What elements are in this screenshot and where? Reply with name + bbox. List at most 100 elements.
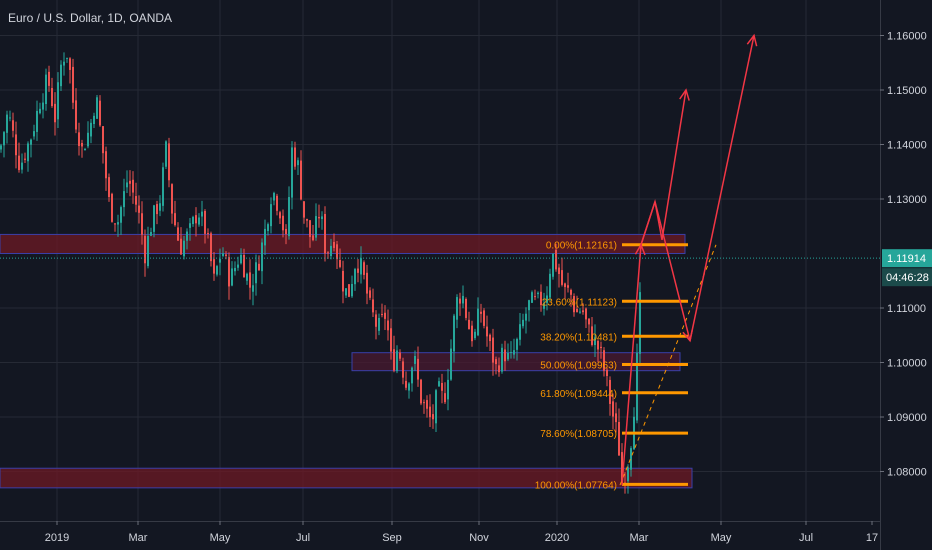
candle-body xyxy=(546,295,548,303)
candle-body xyxy=(393,349,395,371)
candle-body xyxy=(573,296,575,313)
arrow-line xyxy=(621,244,642,486)
candle-body xyxy=(162,167,164,206)
candle-body xyxy=(210,233,212,262)
candle-body xyxy=(96,97,98,119)
candle-body xyxy=(42,102,44,110)
candle-body xyxy=(159,203,161,211)
candle-body xyxy=(522,319,524,327)
y-tick-label: 1.14000 xyxy=(887,140,927,152)
candle-body xyxy=(498,365,500,373)
candle-body xyxy=(246,273,248,281)
candle-body xyxy=(603,350,605,371)
candle-body xyxy=(567,285,569,288)
candle-body xyxy=(336,244,338,260)
candle-body xyxy=(468,319,470,330)
candle-body xyxy=(84,148,86,151)
candle-body xyxy=(408,383,410,391)
candle-body xyxy=(486,326,488,337)
candle-body xyxy=(327,252,329,254)
candle-body xyxy=(576,308,578,313)
candle-body xyxy=(21,162,23,170)
candle-body xyxy=(177,227,179,241)
candle-body xyxy=(426,400,428,409)
candle-body xyxy=(516,338,518,350)
candle-body xyxy=(48,71,50,86)
candle-body xyxy=(339,260,341,267)
candle-body xyxy=(510,352,512,354)
candle-body xyxy=(579,311,581,313)
x-tick-label: Sep xyxy=(382,532,402,544)
candle-body xyxy=(135,196,137,205)
y-tick-label: 1.08000 xyxy=(887,467,927,479)
candle-body xyxy=(141,213,143,235)
candle-body xyxy=(471,325,473,342)
candle-body xyxy=(231,268,233,286)
candle-body xyxy=(30,139,32,145)
countdown-label: 04:46:28 xyxy=(886,272,929,284)
candle-body xyxy=(138,205,140,213)
candle-body xyxy=(228,257,230,287)
candle-body xyxy=(630,448,632,470)
candle-body xyxy=(111,193,113,222)
candle-body xyxy=(225,254,227,256)
candle-body xyxy=(441,382,443,391)
candle-body xyxy=(264,228,266,246)
candle-body xyxy=(303,201,305,218)
candle-body xyxy=(123,191,125,208)
arrow-head xyxy=(679,88,690,101)
candle-body xyxy=(60,64,62,87)
candle-body xyxy=(54,103,56,123)
candle-body xyxy=(324,214,326,254)
candle-body xyxy=(390,328,392,352)
candle-body xyxy=(537,292,539,295)
candle-body xyxy=(627,467,629,482)
candle-body xyxy=(555,249,557,270)
last-price-badge xyxy=(882,249,932,268)
grid xyxy=(0,0,880,521)
candle-body xyxy=(489,334,491,342)
x-tick-label: 17 xyxy=(866,532,878,544)
candle-body xyxy=(417,358,419,380)
x-tick-label: Mar xyxy=(630,532,649,544)
y-tick-label: 1.09000 xyxy=(887,412,927,424)
candle-body xyxy=(15,134,17,156)
candle-body xyxy=(612,401,614,417)
candle-body xyxy=(87,132,89,147)
candle-body xyxy=(6,114,8,133)
candle-body xyxy=(219,258,221,263)
candle-body xyxy=(348,284,350,297)
candle-body xyxy=(492,337,494,363)
candle-body xyxy=(288,197,290,237)
candle-body xyxy=(216,266,218,275)
candle-body xyxy=(378,317,380,331)
candle-body xyxy=(501,347,503,372)
candle-body xyxy=(75,100,77,130)
candle-body xyxy=(114,223,116,225)
last-price-label: 1.11914 xyxy=(887,253,926,265)
y-axis: 1.16000 1.15000 1.14000 1.13000 1.11000 1.100… xyxy=(880,0,932,550)
candle-body xyxy=(462,295,464,304)
candle-body xyxy=(108,177,110,197)
chart-title: Euro / U.S. Dollar, 1D, OANDA xyxy=(8,11,172,25)
candle-body xyxy=(249,272,251,288)
candle-body xyxy=(63,61,65,66)
y-tick-label: 1.13000 xyxy=(887,194,927,206)
candle-body xyxy=(120,207,122,223)
x-tick-label: 2020 xyxy=(545,532,569,544)
candle-body xyxy=(636,352,638,421)
candle-body xyxy=(477,308,479,336)
y-tick-label: 1.16000 xyxy=(887,31,927,43)
candle-body xyxy=(423,402,425,404)
candle-body xyxy=(156,204,158,215)
candle-body xyxy=(528,300,530,311)
candle-body xyxy=(201,211,203,217)
candle-body xyxy=(402,361,404,378)
fib-label: 23.60%(1.11123) xyxy=(542,297,617,308)
candle-body xyxy=(600,346,602,349)
candle-body xyxy=(129,180,131,184)
candle-body xyxy=(171,184,173,214)
candle-body xyxy=(165,141,167,167)
candle-body xyxy=(273,192,275,201)
